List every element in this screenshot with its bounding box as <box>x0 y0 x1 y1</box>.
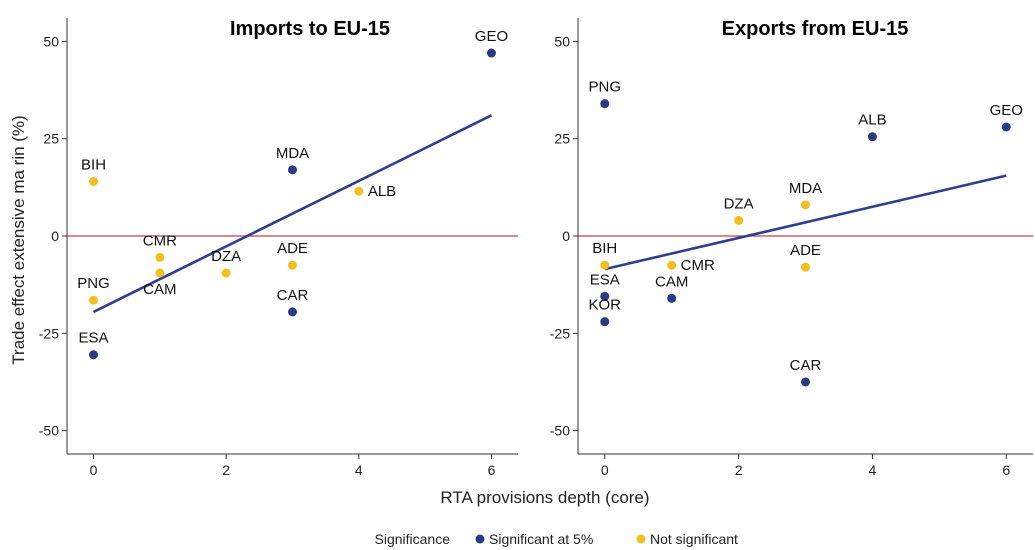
y-tick-label: 50 <box>554 33 570 49</box>
point-label-bih: BIH <box>592 240 617 257</box>
point-label-geo: GEO <box>990 102 1023 119</box>
point-geo <box>486 48 496 58</box>
point-label-mda: MDA <box>789 180 822 197</box>
point-cam <box>667 293 677 303</box>
point-ade <box>288 260 297 270</box>
point-mda <box>288 165 297 175</box>
point-label-png: PNG <box>589 79 622 96</box>
point-car <box>288 307 297 317</box>
point-esa <box>89 350 99 360</box>
point-label-geo: GEO <box>475 28 508 45</box>
point-label-bih: BIH <box>81 157 106 174</box>
point-cmr <box>155 252 165 262</box>
point-label-cmr: CMR <box>681 257 715 274</box>
point-label-car: CAR <box>277 287 309 304</box>
point-png <box>89 295 99 305</box>
panel-2: Exports from EU-15 50 25 0 -25 -50 0 2 4 6 PNG GEO A… <box>550 18 1033 478</box>
y-axis-label: Trade effect extensive ma rin (%) <box>9 115 28 364</box>
point-bih <box>600 260 610 270</box>
legend-marker-not-significant <box>636 534 646 544</box>
point-label-png: PNG <box>77 275 110 292</box>
legend: Significance Significant at 5% Not signi… <box>375 531 739 547</box>
point-label-esa: ESA <box>590 271 620 288</box>
point-mda <box>801 200 810 210</box>
point-png <box>600 99 610 109</box>
x-tick-label: 4 <box>869 462 877 478</box>
x-tick-label: 2 <box>222 462 230 478</box>
point-label-kor: KOR <box>589 297 622 314</box>
y-tick-label: -25 <box>39 325 59 341</box>
y-tick-label: -50 <box>550 423 570 439</box>
point-alb <box>354 186 364 196</box>
panel-1: Imports to EU-15 50 25 0 -25 -50 0 2 4 6 GEO BIH MDA… <box>39 18 518 478</box>
y-tick-label: 0 <box>51 228 59 244</box>
point-alb <box>867 132 877 142</box>
point-label-esa: ESA <box>79 330 109 347</box>
point-ade <box>801 262 810 272</box>
y-tick-label: 25 <box>43 131 59 147</box>
x-axis-label: RTA provisions depth (core) <box>440 488 649 507</box>
point-label-alb: ALB <box>858 112 886 129</box>
point-label-cam: CAM <box>143 281 176 298</box>
y-tick-label: -25 <box>550 325 570 341</box>
point-label-dza: DZA <box>724 195 754 212</box>
x-tick-label: 0 <box>90 462 98 478</box>
point-label-ade: ADE <box>790 242 821 259</box>
fit-line <box>604 174 1007 271</box>
legend-title: Significance <box>375 531 451 547</box>
panel-title: Imports to EU-15 <box>230 18 390 40</box>
x-tick-label: 4 <box>355 462 363 478</box>
point-kor <box>600 317 610 327</box>
fit-line <box>92 114 493 314</box>
point-label-alb: ALB <box>368 183 396 200</box>
legend-marker-significant <box>475 534 485 544</box>
point-dza <box>734 215 744 225</box>
point-cmr <box>667 260 677 270</box>
y-tick-label: 25 <box>554 131 570 147</box>
point-label-mda: MDA <box>276 145 309 162</box>
panel-title: Exports from EU-15 <box>722 18 909 40</box>
point-cam <box>155 268 165 278</box>
legend-label-significant: Significant at 5% <box>489 531 593 547</box>
x-tick-label: 6 <box>488 462 496 478</box>
point-label-ade: ADE <box>277 240 308 257</box>
y-tick-label: -50 <box>39 423 59 439</box>
point-dza <box>221 268 231 278</box>
x-tick-label: 2 <box>735 462 743 478</box>
legend-label-not-significant: Not significant <box>650 531 738 547</box>
point-label-car: CAR <box>790 357 822 374</box>
y-tick-label: 0 <box>562 228 570 244</box>
y-tick-label: 50 <box>43 33 59 49</box>
x-tick-label: 0 <box>601 462 609 478</box>
point-esa <box>600 291 610 301</box>
point-geo <box>1001 122 1011 132</box>
point-label-cam: CAM <box>655 273 688 290</box>
point-car <box>801 377 810 387</box>
point-bih <box>89 177 99 186</box>
point-label-dza: DZA <box>211 248 241 265</box>
point-label-cmr: CMR <box>143 232 177 249</box>
x-tick-label: 6 <box>1002 462 1010 478</box>
